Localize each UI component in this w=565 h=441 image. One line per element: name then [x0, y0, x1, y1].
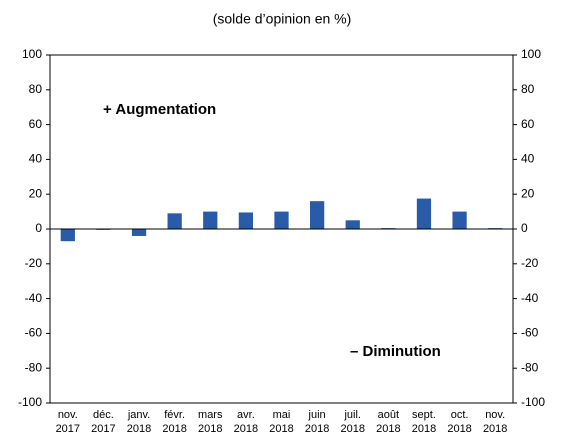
y2-tick-label: 40: [521, 152, 535, 166]
y2-tick-label: 80: [521, 82, 535, 96]
bar: [452, 211, 467, 229]
y-tick-label: 40: [29, 152, 43, 166]
x-tick-label: oct.: [451, 409, 469, 421]
y2-tick-label: -20: [521, 256, 539, 270]
y2-tick-label: 60: [521, 117, 535, 131]
x-tick-label: mai: [273, 409, 291, 421]
x-tick-label: sept.: [412, 409, 436, 421]
x-tick-label: 2018: [234, 423, 258, 435]
x-tick-label: janv.: [127, 409, 150, 421]
bar: [131, 229, 147, 236]
bar: [345, 220, 360, 229]
x-tick-label: 2018: [447, 423, 471, 435]
x-tick-label: 2018: [305, 423, 329, 435]
x-tick-label: déc.: [93, 409, 114, 421]
y2-tick-label: 20: [521, 186, 535, 200]
x-tick-label: 2018: [340, 423, 364, 435]
x-tick-label: 2018: [412, 423, 436, 435]
y-tick-label: -80: [25, 360, 43, 374]
x-tick-label: 2018: [376, 423, 400, 435]
y-tick-label: 80: [29, 82, 43, 96]
annotation: – Diminution: [350, 343, 441, 360]
y-tick-label: 100: [22, 47, 42, 61]
x-tick-label: 2017: [91, 423, 115, 435]
x-tick-label: 2018: [269, 423, 293, 435]
y-tick-label: 60: [29, 117, 43, 131]
bar: [167, 213, 182, 229]
y-tick-label: 20: [29, 186, 43, 200]
x-tick-label: août: [378, 409, 399, 421]
x-tick-label: juil.: [343, 409, 361, 421]
y2-tick-label: -60: [521, 326, 539, 340]
y2-tick-label: -100: [521, 395, 545, 409]
y-tick-label: -60: [25, 326, 43, 340]
y-tick-label: -20: [25, 256, 43, 270]
bar: [274, 211, 289, 229]
bar: [309, 201, 325, 229]
y-tick-label: 0: [35, 221, 42, 235]
y-tick-label: -40: [25, 291, 43, 305]
x-tick-label: 2018: [127, 423, 151, 435]
x-tick-label: avr.: [237, 409, 255, 421]
x-tick-label: mars: [198, 409, 223, 421]
x-tick-label: nov.: [58, 409, 78, 421]
x-tick-label: 2018: [483, 423, 507, 435]
x-tick-label: févr.: [164, 409, 185, 421]
y-tick-label: -100: [18, 395, 42, 409]
y2-tick-label: -40: [521, 291, 539, 305]
x-tick-label: 2018: [198, 423, 222, 435]
annotation: + Augmentation: [103, 101, 216, 118]
x-tick-label: 2017: [56, 423, 80, 435]
y2-tick-label: 0: [521, 221, 528, 235]
bar: [238, 212, 254, 229]
x-tick-label: nov.: [485, 409, 505, 421]
chart-title: (solde d’opinion en %): [213, 11, 352, 27]
x-tick-label: juin: [308, 409, 326, 421]
x-tick-label: 2018: [162, 423, 186, 435]
bar: [203, 211, 218, 229]
bar: [60, 229, 75, 242]
y2-tick-label: -80: [521, 360, 539, 374]
y2-tick-label: 100: [521, 47, 541, 61]
bar: [416, 198, 432, 229]
